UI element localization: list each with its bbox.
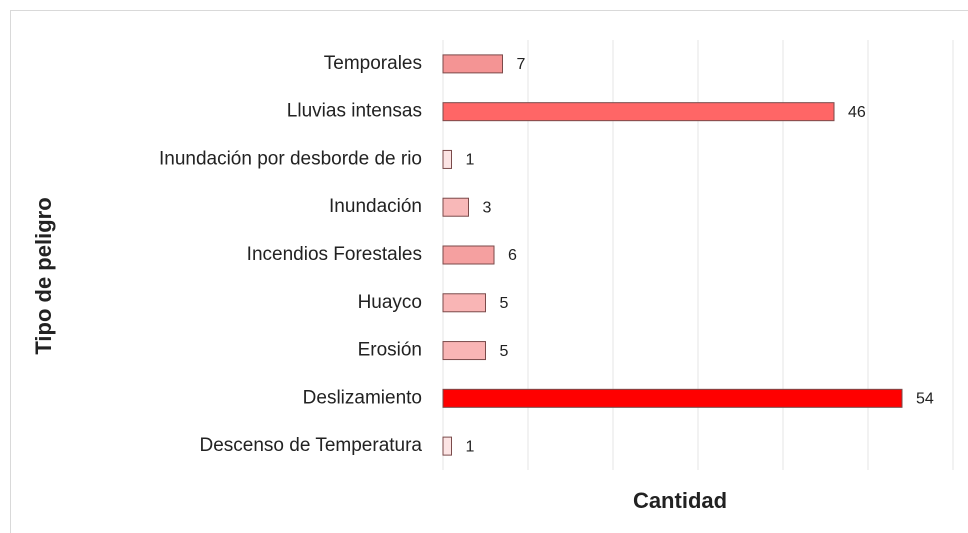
value-label: 1 [466,438,475,455]
y-tick-label: Incendios Forestales [247,244,422,265]
value-label: 6 [508,247,517,264]
y-tick-label: Erosión [358,340,422,361]
y-tick-label: Deslizamiento [303,387,422,408]
value-label: 3 [483,199,492,216]
y-tick-label: Inundación [329,196,422,217]
value-label: 46 [848,104,866,121]
bar [442,102,835,122]
bar [442,245,495,265]
bar [442,388,903,408]
value-label: 54 [916,391,934,408]
bar [442,436,452,456]
value-label: 5 [500,295,509,312]
bar [442,341,486,361]
y-tick-label: Huayco [358,292,422,313]
chart-border [10,10,968,533]
y-tick-label: Lluvias intensas [287,101,422,122]
value-label: 1 [466,152,475,169]
y-tick-label: Descenso de Temperatura [200,435,423,456]
bar [442,293,486,313]
y-axis-title: Tipo de peligro [31,197,56,354]
value-label: 7 [517,56,526,73]
value-label: 5 [500,343,509,360]
bar [442,197,469,217]
y-tick-label: Temporales [324,53,422,74]
bar [442,149,452,169]
bar [442,54,503,74]
y-tick-label: Inundación por desborde de rio [159,148,422,169]
x-axis-title: Cantidad [633,488,727,513]
